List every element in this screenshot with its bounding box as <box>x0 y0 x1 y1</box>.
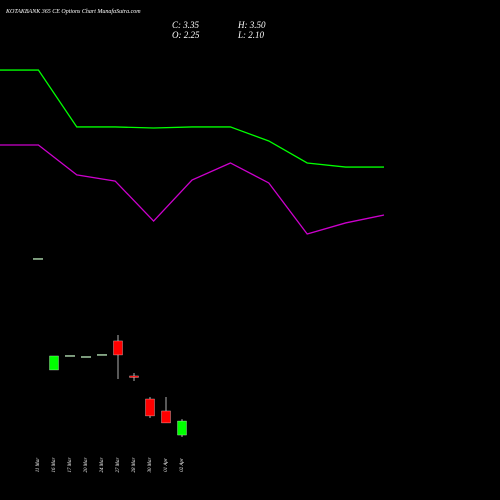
candle-body <box>49 355 59 371</box>
x-tick-label: 01 Apr <box>164 458 169 472</box>
close-label: C: 3.35 <box>172 20 200 30</box>
candle-body <box>177 420 187 436</box>
x-tick-label: 24 Mar <box>100 458 105 473</box>
x-tick-label: 30 Mar <box>148 458 153 473</box>
x-tick-label: 20 Mar <box>84 458 89 473</box>
x-tick-label: 02 Apr <box>180 458 185 472</box>
candle-body <box>145 398 155 417</box>
candle-body <box>129 375 139 378</box>
x-tick-label: 17 Mar <box>68 458 73 473</box>
low-label: L: 2.10 <box>237 30 265 40</box>
candle-body <box>113 340 123 356</box>
indicator-line <box>0 69 384 168</box>
chart-title: KOTAKBANK 365 CE Options Chart MunafaSut… <box>5 8 141 15</box>
candle-body <box>161 410 171 424</box>
x-tick-label: 27 Mar <box>116 458 121 473</box>
x-tick-label: 11 Mar <box>36 458 41 473</box>
x-tick-label: 28 Mar <box>132 458 137 473</box>
indicator-line <box>0 144 385 235</box>
open-label: O: 2.25 <box>172 30 200 40</box>
x-tick-label: 16 Mar <box>52 458 57 473</box>
high-label: H: 3.50 <box>237 20 266 30</box>
